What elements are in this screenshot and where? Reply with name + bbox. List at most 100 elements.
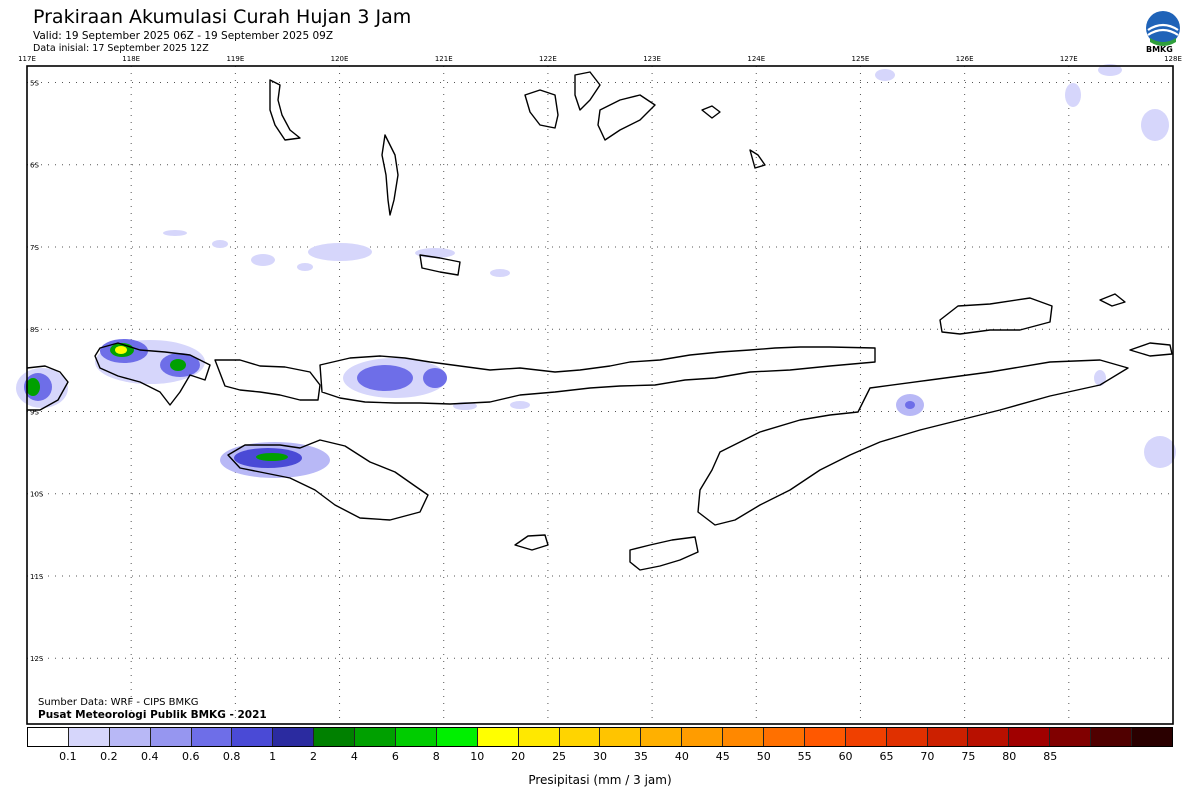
longitude-label: 122E	[539, 55, 557, 63]
island-alor	[1099, 293, 1126, 307]
legend-swatch	[191, 728, 233, 746]
island-wetar	[939, 297, 1053, 335]
valid-period: Valid: 19 September 2025 06Z - 19 Septem…	[33, 30, 334, 42]
legend-label: 65	[879, 750, 894, 763]
island-small-a	[749, 149, 766, 169]
legend-label: 0.4	[141, 750, 159, 763]
legend-swatch	[436, 728, 478, 746]
rain-area	[905, 401, 915, 409]
legend-swatch	[641, 728, 683, 746]
legend-label: 75	[961, 750, 976, 763]
rain-area	[115, 346, 127, 354]
legend-unit-label: Presipitasi (mm / 3 jam)	[528, 773, 672, 787]
legend-swatch	[1050, 728, 1092, 746]
longitude-label: 120E	[331, 55, 349, 63]
latitude-label: 11S	[30, 573, 44, 581]
legend-swatch	[477, 728, 519, 746]
island-kangean	[701, 105, 721, 119]
legend-label: 25	[552, 750, 567, 763]
island-lombok-bali	[26, 365, 69, 411]
legend-label: 1	[269, 750, 277, 763]
longitude-label: 128E	[1164, 55, 1182, 63]
legend-label: 20	[511, 750, 526, 763]
longitude-labels: 117E 118E 119E 120E 121E 122E 123E 124E 125E 126E…	[18, 55, 1182, 63]
island-sumbawa	[94, 342, 211, 406]
legend-label: 70	[920, 750, 935, 763]
island-selayar	[419, 254, 461, 276]
longitude-label: 123E	[643, 55, 661, 63]
rain-area	[1094, 370, 1106, 386]
legend-label: 10	[470, 750, 485, 763]
island-rote	[629, 536, 699, 571]
legend-label: 55	[797, 750, 812, 763]
legend-swatch	[518, 728, 560, 746]
rain-area	[26, 378, 40, 396]
legend-label: 0.6	[181, 750, 200, 763]
latitude-label: 9S	[30, 408, 39, 416]
longitude-label: 121E	[435, 55, 453, 63]
logo-text: BMKG	[1146, 45, 1173, 54]
legend-swatch	[886, 728, 928, 746]
legend-swatch	[927, 728, 969, 746]
legend-swatch	[764, 728, 805, 746]
legend-label: 60	[838, 750, 853, 763]
longitude-label: 117E	[18, 55, 36, 63]
legend-label: 80	[1002, 750, 1017, 763]
legend-swatch	[682, 728, 724, 746]
rain-area	[308, 243, 372, 261]
data-source: Sumber Data: WRF - CIPS BMKG	[38, 697, 199, 708]
rain-area	[490, 269, 510, 277]
legend-label: 40	[674, 750, 689, 763]
legend-label: 85	[1043, 750, 1058, 763]
rain-area	[212, 240, 228, 248]
precipitation-areas	[16, 64, 1176, 478]
page-title: Prakiraan Akumulasi Curah Hujan 3 Jam	[33, 6, 412, 28]
rain-area	[251, 254, 275, 266]
rain-area	[1098, 64, 1122, 76]
legend-swatch	[1009, 728, 1051, 746]
legend-swatch	[28, 728, 69, 746]
island-sumbawa-east	[214, 359, 321, 401]
island-timor	[697, 359, 1129, 526]
rain-area	[297, 263, 313, 271]
legend-swatch	[314, 728, 356, 746]
latitude-label: 12S	[30, 655, 44, 663]
rain-area	[1144, 436, 1176, 468]
island-east	[1129, 342, 1173, 357]
latitude-label: 7S	[30, 244, 39, 252]
legend-label: 8	[432, 750, 440, 763]
island-buton	[524, 89, 559, 129]
rain-area	[875, 69, 895, 81]
longitude-label: 125E	[852, 55, 870, 63]
legend-label: 45	[715, 750, 730, 763]
rain-area	[415, 248, 455, 258]
legend-label: 30	[593, 750, 607, 763]
rain-area	[163, 230, 187, 236]
legend-swatch	[559, 728, 601, 746]
legend-swatch	[600, 728, 642, 746]
island-sulawesi-south	[381, 134, 399, 216]
legend-swatch	[68, 728, 110, 746]
legend-labels: 0.1 0.2 0.4 0.6 0.8 1 2 4 6 8 10 20 25 30 35 40 45 50 55 60…	[27, 750, 1173, 764]
island-sumba	[227, 439, 429, 521]
longitude-label: 124E	[747, 55, 765, 63]
legend-swatch	[232, 728, 274, 746]
island-savu	[514, 534, 549, 551]
legend-label: 50	[756, 750, 771, 763]
legend-swatch	[273, 728, 315, 746]
legend-label: 0.1	[59, 750, 77, 763]
organization: Pusat Meteorologi Publik BMKG - 2021	[38, 709, 267, 721]
rain-area	[170, 359, 186, 371]
island-flores	[319, 346, 876, 405]
legend-swatch	[804, 728, 846, 746]
island-muna	[574, 71, 601, 111]
bmkg-logo-icon	[1146, 11, 1180, 46]
legend-label: 0.8	[222, 750, 241, 763]
legend-swatch	[1091, 728, 1133, 746]
legend-swatch	[723, 728, 765, 746]
legend-swatch	[1132, 728, 1172, 746]
precipitation-legend	[27, 727, 1173, 747]
coastlines	[26, 71, 1173, 571]
legend-label: 4	[350, 750, 358, 763]
